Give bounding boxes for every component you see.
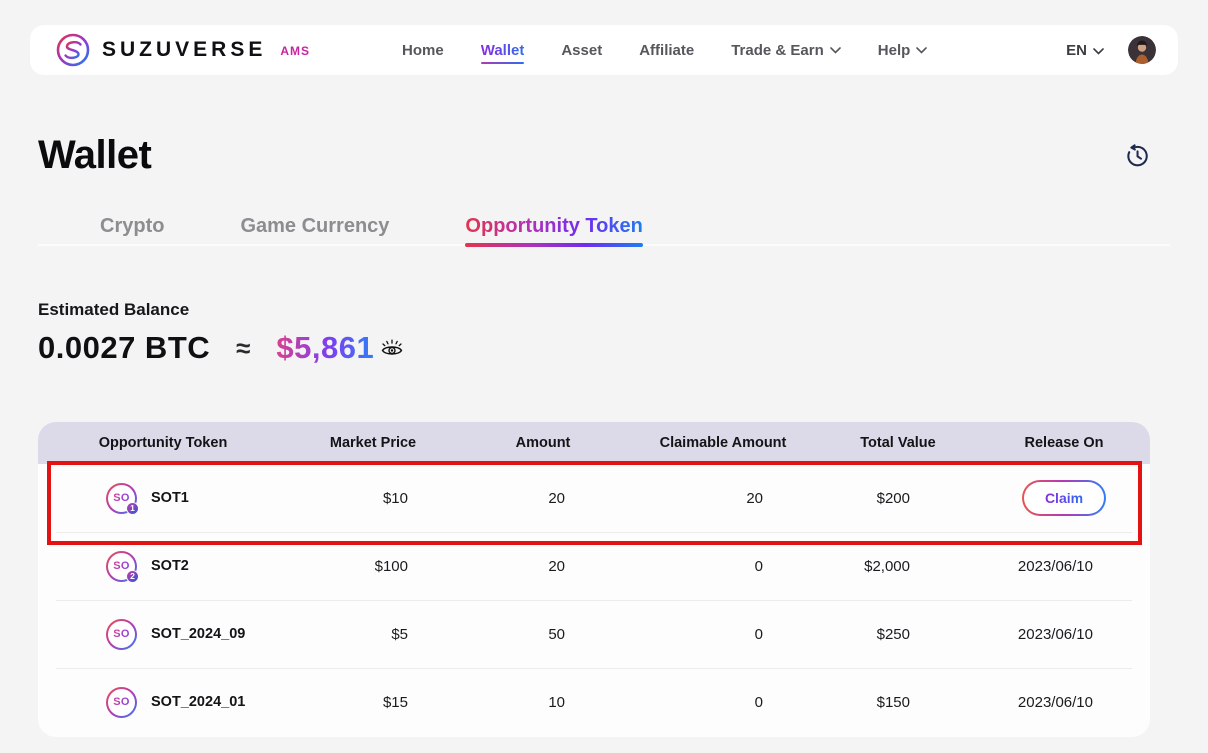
col-header-claimable: Claimable Amount: [659, 435, 787, 451]
token-icon-label: SO: [113, 560, 130, 572]
col-header-token: Opportunity Token: [98, 435, 228, 451]
balance-btc-value: 0.0027 BTC: [38, 330, 211, 365]
col-header-amount: Amount: [515, 435, 571, 451]
amount-cell: 20: [548, 489, 565, 507]
token-name: SOT_2024_01: [151, 694, 246, 710]
amount-cell: 10: [548, 693, 565, 711]
table-row-sot1: SO 1 SOT1 $10 20 20 $200 Claim: [38, 464, 1150, 532]
tab-crypto[interactable]: Crypto: [100, 206, 164, 246]
claim-button-label: Claim: [1044, 490, 1084, 506]
token-so-icon: SO: [106, 687, 137, 718]
total-value-cell: $2,000: [864, 557, 910, 575]
col-header-total: Total Value: [860, 435, 936, 451]
balance-usd-value: $5,861: [276, 330, 375, 365]
token-cell: SO 2 SOT2: [38, 551, 288, 583]
claimable-amount-cell: 0: [754, 557, 763, 575]
token-cell: SO SOT_2024_01: [38, 687, 288, 718]
balance-label: Estimated Balance: [38, 300, 190, 319]
amount-cell: 20: [548, 557, 565, 575]
token-cell: SO SOT_2024_09: [38, 619, 288, 650]
nav-item-asset[interactable]: Asset: [561, 42, 602, 59]
total-value-cell: $200: [876, 489, 910, 507]
chevron-down-icon: [916, 46, 928, 54]
table-row-sot-2024-01: SO SOT_2024_01 $15 10 0 $150 2023/06/10: [38, 668, 1150, 736]
title-row: Wallet: [38, 124, 1150, 186]
suzuverse-logo-icon: [56, 33, 90, 67]
total-value-cell: $150: [876, 693, 910, 711]
market-price-cell: $5: [391, 625, 408, 643]
token-icon-label: SO: [113, 628, 130, 640]
table-header-row: Opportunity Token Market Price Amount Cl…: [38, 422, 1150, 464]
token-name: SOT2: [151, 558, 189, 574]
claimable-amount-cell: 0: [754, 625, 763, 643]
market-price-cell: $10: [382, 489, 408, 507]
history-icon[interactable]: [1124, 142, 1150, 168]
wallet-tabs: Crypto Game Currency Opportunity Token: [38, 206, 1170, 247]
nav-affiliate-label: Affiliate: [639, 41, 695, 59]
col-header-release: Release On: [1024, 435, 1104, 451]
release-date-cell: 2023/06/10: [1017, 557, 1093, 575]
nav-help-label: Help: [877, 41, 911, 59]
top-navbar: SUZUVERSE AMS Home Wallet Asset Affiliat…: [30, 25, 1178, 75]
col-header-price: Market Price: [329, 435, 417, 451]
brand-suffix: AMS: [280, 44, 311, 58]
total-value-cell: $250: [876, 625, 910, 643]
nav-asset-label: Asset: [561, 41, 603, 59]
table-row-sot2: SO 2 SOT2 $100 20 0 $2,000 2023/06/10: [38, 532, 1150, 600]
nav-item-help[interactable]: Help: [878, 42, 928, 59]
amount-cell: 50: [548, 625, 565, 643]
nav-item-wallet[interactable]: Wallet: [480, 41, 525, 64]
tab-opportunity-token[interactable]: Opportunity Token: [465, 206, 644, 247]
token-badge: 1: [126, 501, 139, 515]
approx-symbol: ≈: [236, 332, 251, 363]
brand-logo[interactable]: SUZUVERSE AMS: [56, 33, 310, 67]
nav-trade-label: Trade & Earn: [731, 41, 824, 59]
eye-visibility-icon[interactable]: [380, 337, 404, 359]
token-so-icon: SO 1: [106, 483, 139, 515]
tab-opportunity-token-label: Opportunity Token: [465, 214, 643, 237]
release-cell: Claim: [978, 480, 1150, 516]
token-badge: 2: [126, 569, 139, 583]
estimated-balance: Estimated Balance 0.0027 BTC ≈ $5,861: [38, 300, 404, 366]
tab-list: Crypto Game Currency Opportunity Token: [38, 206, 1150, 247]
balance-row: 0.0027 BTC ≈ $5,861: [38, 330, 404, 366]
opportunity-token-table: Opportunity Token Market Price Amount Cl…: [38, 422, 1150, 737]
nav-links: Home Wallet Asset Affiliate Trade & Earn…: [402, 41, 928, 64]
language-label: EN: [1066, 41, 1087, 59]
token-so-icon: SO 2: [106, 551, 139, 583]
nav-home-label: Home: [402, 41, 444, 59]
token-name: SOT1: [151, 490, 189, 506]
token-so-icon: SO: [106, 619, 137, 650]
claimable-amount-cell: 20: [746, 489, 763, 507]
nav-item-affiliate[interactable]: Affiliate: [639, 42, 694, 59]
chevron-down-icon: [1093, 42, 1104, 59]
avatar[interactable]: [1128, 36, 1156, 64]
nav-wallet-label: Wallet: [480, 41, 525, 59]
token-name: SOT_2024_09: [151, 626, 246, 642]
tab-crypto-label: Crypto: [100, 214, 165, 237]
token-icon-label: SO: [113, 696, 130, 708]
token-icon-label: SO: [113, 492, 130, 504]
claim-button[interactable]: Claim: [1022, 480, 1106, 516]
release-date-cell: 2023/06/10: [1017, 625, 1093, 643]
market-price-cell: $15: [382, 693, 408, 711]
nav-right: EN: [1066, 36, 1156, 64]
market-price-cell: $100: [374, 557, 408, 575]
nav-item-trade-earn[interactable]: Trade & Earn: [731, 42, 841, 59]
language-selector[interactable]: EN: [1066, 42, 1104, 59]
page-title: Wallet: [38, 132, 152, 177]
table-row-sot-2024-09: SO SOT_2024_09 $5 50 0 $250 2023/06/10: [38, 600, 1150, 668]
release-date-cell: 2023/06/10: [1017, 693, 1093, 711]
chevron-down-icon: [829, 46, 841, 54]
brand-name: SUZUVERSE: [102, 38, 267, 61]
tab-game-currency[interactable]: Game Currency: [240, 206, 389, 246]
tab-game-currency-label: Game Currency: [240, 214, 390, 237]
nav-item-home[interactable]: Home: [402, 42, 444, 59]
claimable-amount-cell: 0: [754, 693, 763, 711]
token-cell: SO 1 SOT1: [38, 483, 288, 515]
